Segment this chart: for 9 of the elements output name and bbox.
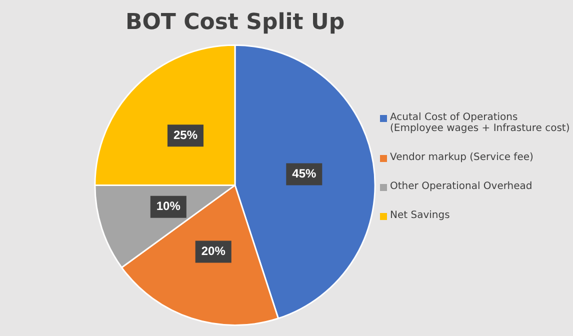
legend-label: Other Operational Overhead [390,181,532,192]
legend-label: Acutal Cost of Operations (Employee wages + Infrasture cost) [390,112,570,134]
legend-label: Vendor markup (Service fee) [390,152,534,163]
data-label: 20% [201,244,226,258]
legend-label: Net Savings [390,210,450,221]
data-label: 45% [292,166,316,181]
chart-title: BOT Cost Split Up [125,10,345,35]
data-label: 10% [156,199,181,214]
data-label: 25% [173,128,198,142]
